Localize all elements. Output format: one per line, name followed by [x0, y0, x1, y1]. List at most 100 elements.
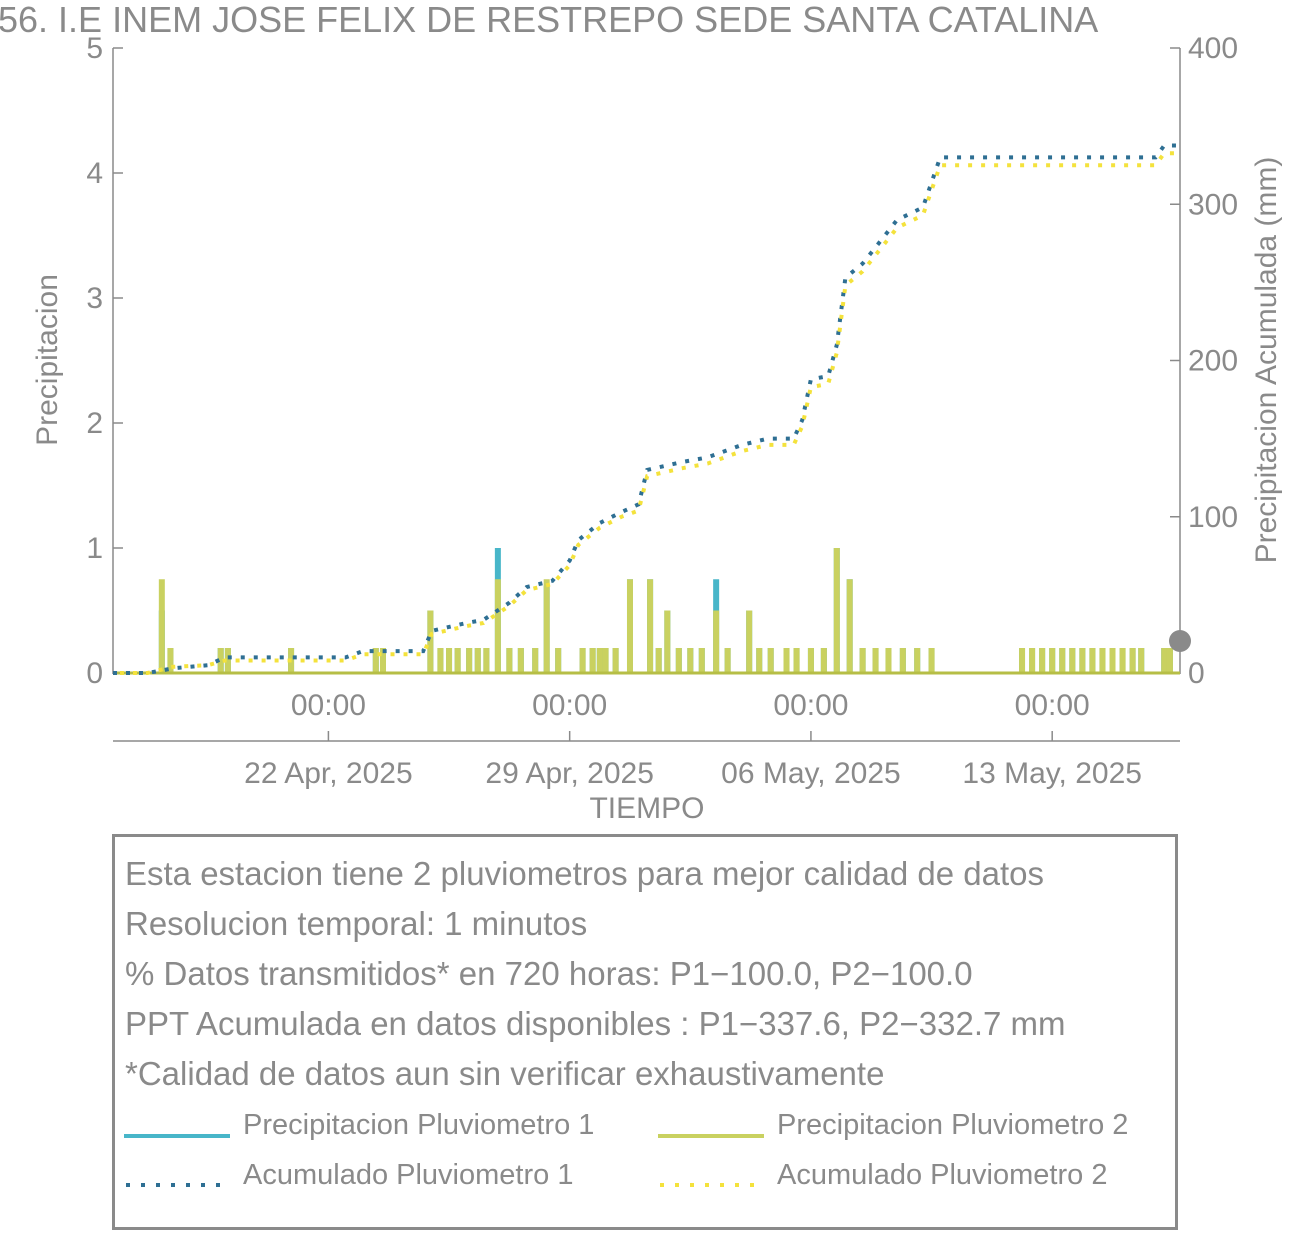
- left-y-tick-label: 1: [86, 532, 103, 565]
- right-y-tick-label: 400: [1188, 32, 1238, 65]
- precip-p2-bar: [379, 648, 386, 673]
- right-y-ticks: 0 100 200 300 400: [1170, 32, 1238, 690]
- precip-p2-bar: [555, 648, 562, 673]
- chart-title: 56. I.E INEM JOSE FELIX DE RESTREPO SEDE…: [0, 0, 1098, 40]
- precip-p2-bar: [675, 648, 682, 673]
- x-tick-time-label: 00:00: [1015, 689, 1090, 722]
- left-y-tick-label: 3: [86, 282, 103, 315]
- legend-label-precip-p2: Precipitacion Pluviometro 2: [777, 1109, 1129, 1141]
- precip-p2-bar: [1019, 648, 1026, 673]
- precip-p2-bar: [589, 648, 596, 673]
- x-tick-date-label: 29 Apr, 2025: [485, 757, 654, 790]
- precip-p2-bar: [1059, 648, 1066, 673]
- legend-label-accum-p1: Acumulado Pluviometro 1: [243, 1159, 574, 1191]
- precip-p2-bar: [767, 648, 774, 673]
- info-line: PPT Acumulada en datos disponibles : P1−…: [125, 1005, 1066, 1042]
- precip-p2-bar: [1161, 648, 1168, 673]
- precip-p2-bar: [1119, 648, 1126, 673]
- precip-p2-bar: [596, 648, 603, 673]
- x-tick-time-label: 00:00: [532, 689, 607, 722]
- precip-p2-bar: [1029, 648, 1036, 673]
- left-y-ticks: 0 1 2 3 4 5: [86, 32, 123, 690]
- accum-p2-line: [113, 151, 1180, 675]
- precip-p2-bar: [793, 648, 800, 673]
- precip-p2-bar: [859, 648, 866, 673]
- x-tick-time-label: 00:00: [291, 689, 366, 722]
- right-y-tick-label: 200: [1188, 345, 1238, 378]
- right-y-tick-label: 100: [1188, 501, 1238, 534]
- precip-p2-bar: [698, 648, 705, 673]
- precip-p2-bar: [602, 648, 609, 673]
- chart: 56. I.E INEM JOSE FELIX DE RESTREPO SEDE…: [0, 0, 1283, 825]
- right-y-axis-label: Precipitacion Acumulada (mm): [1250, 157, 1283, 564]
- right-y-tick-label: 300: [1188, 188, 1238, 221]
- precip-p2-bar: [872, 648, 879, 673]
- precip-p2-bar: [655, 648, 662, 673]
- precip-p2-bar: [427, 610, 434, 673]
- info-line: Esta estacion tiene 2 pluviometros para …: [125, 855, 1045, 892]
- precip-p2-bar: [885, 648, 892, 673]
- precip-p2-bar: [626, 579, 633, 673]
- precip-p2-bar: [1069, 648, 1076, 673]
- x-tick-date-label: 22 Apr, 2025: [244, 757, 413, 790]
- precip-p2-bar: [543, 579, 550, 673]
- precip-p2-bar: [506, 648, 513, 673]
- x-tick-time-label: 00:00: [773, 689, 848, 722]
- precip-p2-bar: [1089, 648, 1096, 673]
- precip-p2-bar: [1039, 648, 1046, 673]
- precip-p2-bar: [820, 648, 827, 673]
- legend-label-accum-p2: Acumulado Pluviometro 2: [777, 1159, 1108, 1191]
- precip-p2-bar: [446, 648, 453, 673]
- info-line: *Calidad de datos aun sin verificar exha…: [125, 1055, 885, 1092]
- info-line: % Datos transmitidos* en 720 horas: P1−1…: [125, 955, 973, 992]
- x-tick-date-label: 13 May, 2025: [962, 757, 1142, 790]
- precip-p2-bar: [756, 648, 763, 673]
- legend-swatch-accum-p2: [660, 1183, 764, 1187]
- precip-p2-bar: [1109, 648, 1116, 673]
- precip-p2-bar: [1166, 648, 1173, 673]
- info-panel: Esta estacion tiene 2 pluviometros para …: [112, 834, 1178, 1230]
- left-y-axis-label: Precipitacion: [31, 274, 64, 446]
- precip-p2-bar: [1138, 648, 1145, 673]
- precip-p2-bar: [1129, 648, 1136, 673]
- precip-p2-bar: [1099, 648, 1106, 673]
- left-y-tick-label: 2: [86, 407, 103, 440]
- precip-p2-bar: [612, 648, 619, 673]
- precip-p2-bar: [713, 610, 720, 673]
- x-ticks: 00:00 22 Apr, 2025 00:00 29 Apr, 2025 00:00 0…: [244, 689, 1142, 790]
- precip-p2-bar: [928, 648, 935, 673]
- precip-p2-bar: [899, 648, 906, 673]
- precip-p2-bar: [746, 610, 753, 673]
- precip-p2-bar: [579, 648, 586, 673]
- legend-swatch-precip-p1: [124, 1134, 230, 1138]
- precip-p2-bar: [724, 648, 731, 673]
- x-axis-label: TIEMPO: [589, 792, 704, 825]
- precip-p2-bar: [224, 648, 231, 673]
- precip-p2-bar: [372, 648, 379, 673]
- precip-p2-bar: [783, 648, 790, 673]
- precip-p2-bar: [687, 648, 694, 673]
- precip-p2-bar: [474, 648, 481, 673]
- legend-swatch-accum-p1: [126, 1183, 230, 1187]
- precip-p2-bar: [454, 648, 461, 673]
- info-line: Resolucion temporal: 1 minutos: [125, 905, 588, 942]
- precip-p2-bar: [167, 648, 174, 673]
- legend-swatch-precip-p2: [658, 1134, 764, 1138]
- precip-p2-series: [158, 548, 1173, 673]
- precip-p2-bar: [466, 648, 473, 673]
- precip-p2-bar: [517, 648, 524, 673]
- accum-p1-line: [113, 143, 1180, 675]
- precip-p2-bar: [1079, 648, 1086, 673]
- precip-p2-bar: [833, 548, 840, 673]
- axes: [112, 48, 1181, 742]
- left-y-tick-label: 4: [86, 157, 103, 190]
- precip-p2-bar: [494, 579, 501, 673]
- precip-p2-bar: [846, 579, 853, 673]
- left-y-tick-label: 5: [86, 32, 103, 65]
- last-reading-marker: [1169, 630, 1191, 652]
- precip-p2-bar: [158, 579, 165, 673]
- precip-p2-bar: [1049, 648, 1056, 673]
- legend-label-precip-p1: Precipitacion Pluviometro 1: [243, 1109, 595, 1141]
- precip-p2-bar: [217, 648, 224, 673]
- precip-p2-bar: [914, 648, 921, 673]
